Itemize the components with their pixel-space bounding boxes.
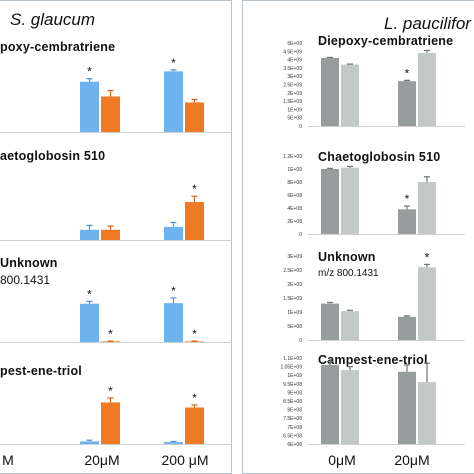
y-tick-label: 0 xyxy=(299,338,302,344)
significance-star: * xyxy=(425,250,430,264)
bar xyxy=(341,64,359,126)
right-x-label-2: 20μM xyxy=(394,452,430,468)
bar xyxy=(418,52,436,126)
left-panel-title: S. glaucum xyxy=(10,10,96,29)
significance-star: * xyxy=(87,65,92,79)
significance-star: * xyxy=(405,192,410,206)
y-tick-label: 6.5E+08 xyxy=(283,433,302,439)
bar xyxy=(80,229,99,240)
bar xyxy=(164,303,183,342)
bar xyxy=(398,81,416,126)
significance-star: * xyxy=(171,56,176,70)
y-tick-label: 3E+09 xyxy=(287,254,302,260)
bar xyxy=(418,182,436,234)
bar xyxy=(341,311,359,340)
significance-star: * xyxy=(192,182,197,196)
left-subplot-title-1: poxy-cembratriene xyxy=(0,40,116,54)
y-tick-label: 4.5E+09 xyxy=(283,49,302,55)
left-x-label-2: 20μM xyxy=(84,452,120,468)
left-x-label-1: M xyxy=(2,452,14,468)
bar xyxy=(321,303,339,340)
y-tick-label: 2E+09 xyxy=(287,282,302,288)
significance-star: * xyxy=(405,66,410,80)
y-tick-label: 8E+08 xyxy=(287,408,302,414)
y-tick-label: 8.5E+08 xyxy=(283,399,302,405)
y-tick-label: 5E+08 xyxy=(287,324,302,330)
bar xyxy=(101,402,120,444)
y-tick-label: 6E+08 xyxy=(287,442,302,448)
right-subplot-title-1: Diepoxy-cembratriene xyxy=(318,34,454,48)
significance-star: * xyxy=(108,327,113,341)
right-subplot-title-4: Campest-ene-triol xyxy=(318,353,428,367)
bar xyxy=(398,371,416,444)
y-tick-label: 2.5E+09 xyxy=(283,83,302,89)
left-subplot-title-2: aetoglobosin 510 xyxy=(0,149,106,163)
y-tick-label: 4E+08 xyxy=(287,206,302,212)
left-subplot-title-4: pest-ene-triol xyxy=(0,364,82,378)
left-x-label-3: 200 μM xyxy=(161,452,209,468)
y-tick-label: 9.5E+08 xyxy=(283,382,302,388)
right-panel-title: L. paucilifor xyxy=(384,14,471,33)
significance-star: * xyxy=(108,384,113,398)
y-tick-label: 2E+08 xyxy=(287,219,302,225)
bar xyxy=(341,370,359,444)
bar xyxy=(418,267,436,340)
right-subplot-title-2: Chaetoglobosin 510 xyxy=(318,150,441,164)
y-tick-label: 1E+09 xyxy=(287,310,302,316)
y-tick-label: 0 xyxy=(299,124,302,130)
significance-star: * xyxy=(192,391,197,405)
y-tick-label: 7.5E+08 xyxy=(283,416,302,422)
bar xyxy=(321,169,339,234)
bar xyxy=(185,202,204,240)
bar xyxy=(164,71,183,132)
significance-star: * xyxy=(192,327,197,341)
y-tick-label: 1E+09 xyxy=(287,373,302,379)
bar xyxy=(341,167,359,234)
y-tick-label: 1E+09 xyxy=(287,167,302,173)
left-subplot-note-3: 800.1431 xyxy=(0,273,51,287)
y-tick-label: 2.5E+09 xyxy=(283,268,302,274)
bar xyxy=(185,102,204,132)
y-tick-label: 1.5E+09 xyxy=(283,296,302,302)
significance-star: * xyxy=(87,287,92,301)
right-subplot-note-3: m/z 800.1431 xyxy=(318,268,379,279)
y-tick-label: 6E+08 xyxy=(287,193,302,199)
bar xyxy=(101,96,120,132)
bar xyxy=(164,442,183,444)
y-tick-label: 5E+08 xyxy=(287,116,302,122)
bar xyxy=(80,303,99,342)
y-tick-label: 2E+09 xyxy=(287,91,302,97)
bar xyxy=(164,226,183,240)
left-subplot-title-3: Unknown xyxy=(0,256,58,270)
bar xyxy=(321,57,339,126)
y-tick-label: 1.5E+09 xyxy=(283,99,302,105)
y-tick-label: 5E+09 xyxy=(287,41,302,47)
y-tick-label: 1.2E+09 xyxy=(283,154,302,160)
y-tick-label: 4E+09 xyxy=(287,58,302,64)
bar xyxy=(321,364,339,444)
y-tick-label: 1.1E+09 xyxy=(283,356,302,362)
bar xyxy=(418,382,436,444)
y-tick-label: 7E+08 xyxy=(287,425,302,431)
bar xyxy=(185,407,204,444)
bar xyxy=(80,441,99,444)
y-tick-label: 3.5E+09 xyxy=(283,66,302,72)
right-subplot-title-3: Unknown xyxy=(318,250,376,264)
y-tick-label: 1.05E+09 xyxy=(280,365,302,371)
y-tick-label: 9E+08 xyxy=(287,390,302,396)
significance-star: * xyxy=(171,284,176,298)
bar xyxy=(398,316,416,340)
y-tick-label: 8E+08 xyxy=(287,180,302,186)
y-tick-label: 1E+09 xyxy=(287,107,302,113)
right-x-label-1: 0μM xyxy=(328,452,356,468)
bar xyxy=(80,81,99,132)
bar xyxy=(101,229,120,240)
bar xyxy=(398,209,416,234)
y-tick-label: 0 xyxy=(299,232,302,238)
y-tick-label: 3E+09 xyxy=(287,74,302,80)
